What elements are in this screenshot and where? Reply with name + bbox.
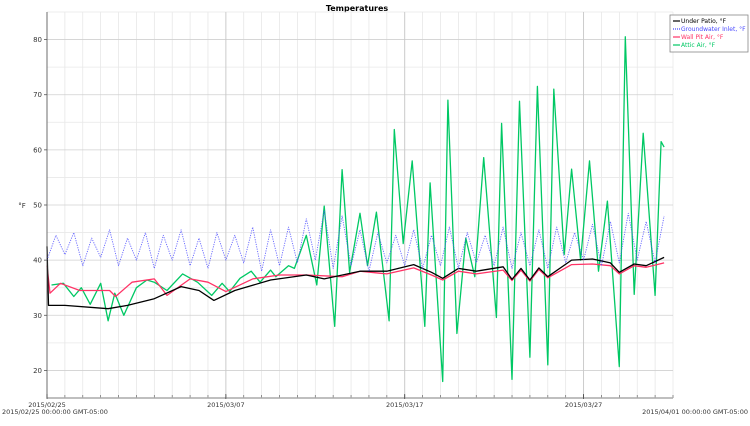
range-start-label: 2015/02/25 00:00:00 GMT-05:00 [2, 408, 108, 416]
y-tick-label: 60 [33, 146, 42, 154]
x-tick-label: 2015/03/17 [386, 401, 423, 409]
y-tick-label: 80 [33, 36, 42, 44]
x-tick-label: 2015/02/25 [28, 401, 65, 409]
legend-label: Groundwater Inlet, °F [681, 26, 746, 33]
legend-label: Attic Air, °F [681, 42, 716, 49]
y-tick-label: 70 [33, 91, 42, 99]
grid [46, 11, 674, 399]
x-tick-label: 2015/03/27 [565, 401, 602, 409]
series-line-under-patio [46, 246, 665, 310]
y-axis-label: °F [18, 202, 26, 210]
series-group [46, 36, 665, 383]
series-line-wall-pit-air [46, 262, 665, 298]
series-line-attic-air [51, 36, 665, 383]
range-end-label: 2015/04/01 00:00:00 GMT-05:00 [642, 408, 748, 416]
y-tick-label: 40 [33, 257, 42, 265]
legend-box [669, 14, 749, 53]
legend-label: Under Patio, °F [681, 18, 727, 25]
y-tick-label: 50 [33, 202, 42, 210]
chart-title: Temperatures [326, 4, 389, 13]
y-tick-label: 20 [33, 367, 42, 375]
axes: 20 30 40 50 60 70 80 2015/02/25 2015/03/07 2015/0… [28, 12, 674, 409]
legend-label: Wall Pit Air, °F [681, 34, 724, 41]
y-tick-label: 30 [33, 312, 42, 320]
series-line-groundwater-inlet [46, 210, 665, 272]
x-tick-label: 2015/03/07 [207, 401, 244, 409]
